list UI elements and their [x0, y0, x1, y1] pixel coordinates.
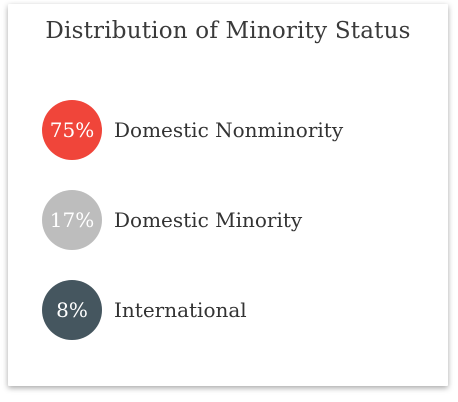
legend-label: International: [114, 298, 247, 322]
legend-item-domestic-minority: 17% Domestic Minority: [42, 190, 343, 250]
legend-label: Domestic Minority: [114, 208, 303, 232]
value-badge: 8%: [42, 280, 102, 340]
legend-item-international: 8% International: [42, 280, 343, 340]
legend-label: Domestic Nonminority: [114, 118, 344, 142]
chart-card: Distribution of Minority Status 75% Dome…: [8, 4, 448, 386]
value-badge: 75%: [42, 100, 102, 160]
value-badge: 17%: [42, 190, 102, 250]
legend-item-domestic-nonminority: 75% Domestic Nonminority: [42, 100, 343, 160]
legend: 75% Domestic Nonminority 17% Domestic Mi…: [42, 100, 343, 370]
chart-title: Distribution of Minority Status: [45, 18, 411, 44]
